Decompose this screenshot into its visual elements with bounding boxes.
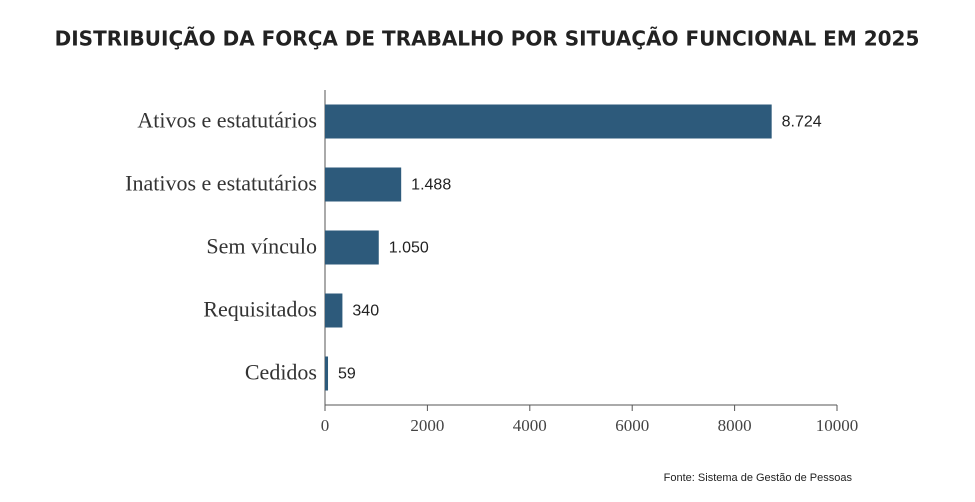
y-tick-label: Ativos e estatutários — [137, 108, 317, 133]
value-label: 340 — [352, 303, 379, 320]
bar — [325, 356, 329, 391]
y-tick-label: Inativos e estatutários — [125, 171, 317, 196]
x-tick-label: 2000 — [410, 416, 444, 435]
y-tick-label: Requisitados — [203, 297, 317, 322]
bar — [325, 104, 772, 139]
value-label: 8.724 — [782, 114, 822, 131]
x-tick-label: 4000 — [513, 416, 547, 435]
value-label: 59 — [338, 366, 356, 383]
y-tick-label: Sem vínculo — [206, 234, 317, 259]
chart-title: DISTRIBUIÇÃO DA FORÇA DE TRABALHO POR SI… — [55, 27, 920, 51]
bar — [325, 293, 343, 328]
x-tick-label: 0 — [321, 416, 330, 435]
source-note: Fonte: Sistema de Gestão de Pessoas — [664, 472, 853, 484]
value-label: 1.050 — [389, 240, 429, 257]
value-label: 1.488 — [411, 177, 451, 194]
x-tick-label: 8000 — [718, 416, 752, 435]
x-tick-label: 6000 — [615, 416, 649, 435]
bar — [325, 167, 402, 202]
bar — [325, 230, 379, 265]
y-tick-label: Cedidos — [245, 360, 317, 385]
x-tick-label: 10000 — [816, 416, 859, 435]
